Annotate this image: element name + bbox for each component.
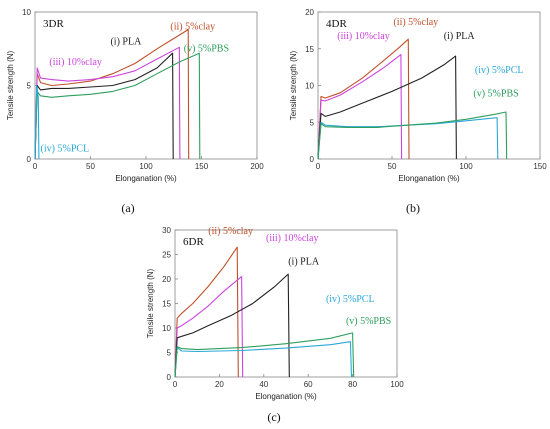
chart-3dr: 0 50 100 150 200 0 5 10 Elonganation (%) Tensile … xyxy=(6,8,264,215)
series-line-pla xyxy=(174,273,290,378)
x-axis-label: Elonganation (%) xyxy=(398,174,460,183)
y-tick-label: 0 xyxy=(167,373,172,382)
chart-4dr: 0 50 100 150 0 5 10 15 20 Elonganation (%) Tensile… xyxy=(289,8,547,215)
x-tick-label: 60 xyxy=(304,380,313,389)
x-tick-label: 200 xyxy=(250,162,264,171)
y-tick-label: 20 xyxy=(305,8,314,17)
x-tick-label: 100 xyxy=(459,162,473,171)
series-annotation-pla: (i) PLA xyxy=(288,256,320,267)
series-line-pla xyxy=(34,52,174,160)
panel-title: 4DR xyxy=(326,18,347,30)
x-tick-label: 0 xyxy=(33,162,38,171)
y-tick-label: 15 xyxy=(162,300,171,309)
series-annotation-pbs: (v) 5%PBS xyxy=(473,89,518,100)
series-line-pcl xyxy=(317,117,499,160)
x-tick-label: 0 xyxy=(316,162,321,171)
series-annotation-pla: (i) PLA xyxy=(444,31,476,42)
panel-label: (a) xyxy=(121,201,134,215)
series-annotation-pla: (i) PLA xyxy=(110,36,142,47)
y-tick-label: 5 xyxy=(167,349,172,358)
series-line-clay5 xyxy=(34,29,190,160)
series-line-pbs xyxy=(317,111,508,160)
panel-label: (b) xyxy=(406,201,420,215)
series-line-clay5 xyxy=(317,38,410,160)
x-tick-label: 40 xyxy=(259,380,268,389)
x-tick-label: 80 xyxy=(348,380,357,389)
y-tick-label: 5 xyxy=(310,118,315,127)
x-tick-label: 100 xyxy=(139,162,153,171)
y-tick-label: 10 xyxy=(22,8,31,17)
panel-title: 3DR xyxy=(43,18,64,30)
series-line-clay5 xyxy=(174,246,239,378)
panel-label: (c) xyxy=(267,410,280,424)
series-annotation-clay5: (ii) 5%clay xyxy=(208,226,253,237)
y-axis-label: Tensile strength (N) xyxy=(6,50,15,120)
series-annotation-clay10: (iii) 10%clay xyxy=(49,57,101,68)
y-tick-label: 20 xyxy=(162,275,171,284)
x-tick-label: 150 xyxy=(533,162,547,171)
series-annotation-pbs: (v) 5%PBS xyxy=(346,316,391,327)
series-line-clay10 xyxy=(174,276,244,378)
series-annotation-pcl: (iv) 5%PCL xyxy=(41,144,90,155)
x-tick-label: 150 xyxy=(195,162,209,171)
y-tick-label: 10 xyxy=(162,324,171,333)
series-annotation-clay10: (iii) 10%clay xyxy=(266,233,318,244)
series-annotation-clay10: (iii) 10%clay xyxy=(337,31,389,42)
series-line-pcl xyxy=(34,84,40,160)
y-tick-label: 10 xyxy=(305,82,314,91)
panel-title: 6DR xyxy=(183,236,204,248)
x-tick-label: 0 xyxy=(173,380,178,389)
y-tick-label: 30 xyxy=(162,226,171,235)
y-tick-label: 5 xyxy=(27,82,32,91)
series-line-pcl xyxy=(174,341,353,378)
series-annotation-clay5: (ii) 5%clay xyxy=(393,17,438,28)
series-line-clay10 xyxy=(34,46,181,160)
series-line-pbs xyxy=(34,52,201,160)
y-tick-label: 0 xyxy=(310,155,315,164)
plot-frame xyxy=(34,11,258,160)
series-line-pbs xyxy=(174,332,355,378)
y-tick-label: 25 xyxy=(162,251,171,260)
chart-6dr: 0 20 40 60 80 100 0 5 10 15 20 25 30 Elonganation (%)… xyxy=(146,226,404,424)
x-tick-label: 50 xyxy=(86,162,95,171)
series-annotation-clay5: (ii) 5%clay xyxy=(170,22,215,33)
x-tick-label: 100 xyxy=(390,380,404,389)
x-axis-label: Elonganation (%) xyxy=(255,392,317,401)
series-line-pla xyxy=(317,55,457,160)
series-line-clay10 xyxy=(317,54,403,160)
series-annotation-pcl: (iv) 5%PCL xyxy=(326,294,375,305)
x-tick-label: 20 xyxy=(215,380,224,389)
y-tick-label: 0 xyxy=(27,155,32,164)
y-tick-label: 15 xyxy=(305,45,314,54)
series-annotation-pcl: (iv) 5%PCL xyxy=(475,65,524,76)
x-tick-label: 50 xyxy=(388,162,397,171)
y-axis-label: Tensile strength (N) xyxy=(146,268,155,338)
x-axis-label: Elonganation (%) xyxy=(115,174,177,183)
series-annotation-pbs: (v) 5%PBS xyxy=(184,44,229,55)
y-axis-label: Tensile strength (N) xyxy=(289,50,298,120)
